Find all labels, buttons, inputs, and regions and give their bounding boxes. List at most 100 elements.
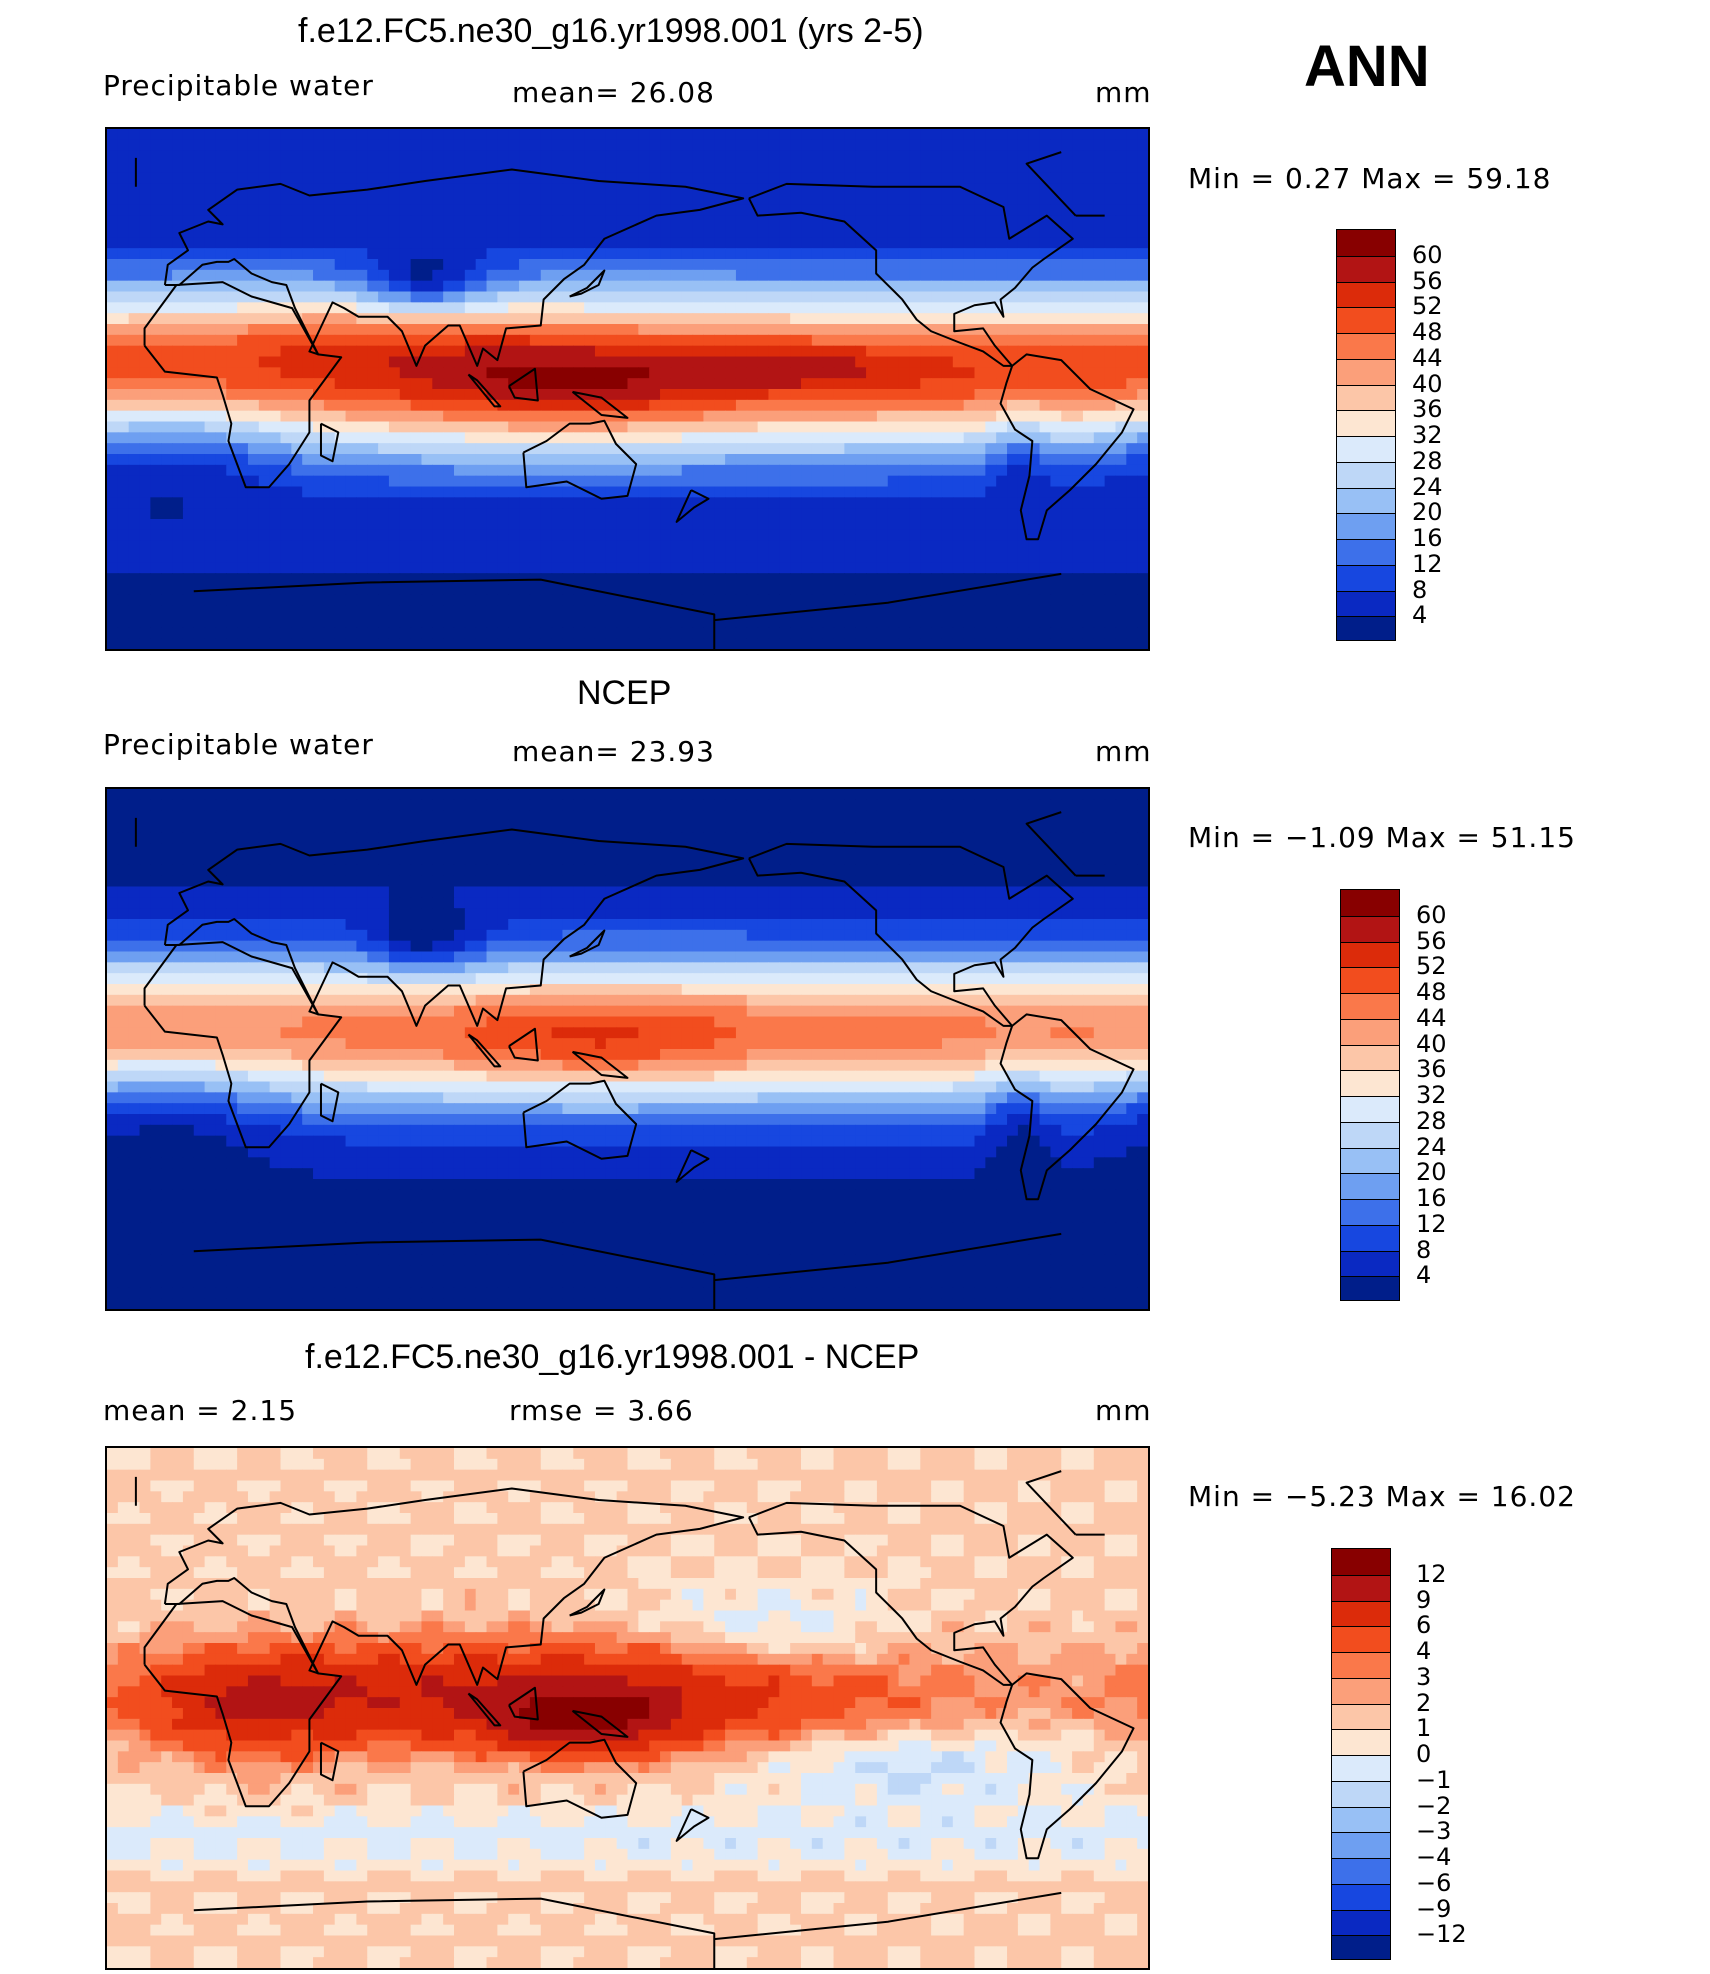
map-cell bbox=[866, 799, 878, 812]
map-cell bbox=[193, 139, 206, 152]
map-cell bbox=[790, 799, 802, 812]
map-cell bbox=[150, 529, 162, 542]
map-cell bbox=[215, 497, 227, 509]
map-cell bbox=[941, 129, 954, 141]
map-cell bbox=[421, 540, 433, 553]
map-cell bbox=[779, 389, 791, 401]
map-cell bbox=[172, 259, 184, 271]
map-cell bbox=[692, 334, 705, 347]
map-cell bbox=[952, 594, 965, 607]
map-cell bbox=[334, 627, 347, 639]
map-cell bbox=[920, 248, 932, 260]
map-cell bbox=[551, 313, 564, 325]
map-cell bbox=[1072, 204, 1084, 217]
map-cell bbox=[605, 226, 618, 238]
map-cell bbox=[443, 378, 455, 390]
map-cell bbox=[605, 605, 618, 618]
map-cell bbox=[1115, 443, 1127, 455]
map-cell bbox=[345, 443, 358, 455]
map-cell bbox=[475, 194, 488, 206]
map-cell bbox=[1017, 562, 1030, 574]
map-cell bbox=[453, 259, 466, 271]
map-cell bbox=[952, 789, 965, 801]
map-cell bbox=[833, 367, 845, 379]
map-cell bbox=[605, 378, 618, 390]
map-cell bbox=[519, 584, 531, 596]
map-cell bbox=[226, 269, 238, 282]
map-cell bbox=[920, 616, 932, 628]
map-cell bbox=[909, 638, 921, 649]
map-cell bbox=[996, 367, 1008, 379]
map-cell bbox=[475, 161, 488, 173]
map-cell bbox=[768, 248, 780, 260]
map-cell bbox=[941, 464, 954, 477]
map-cell bbox=[941, 529, 954, 542]
map-cell bbox=[464, 367, 477, 379]
map-cell bbox=[627, 172, 639, 184]
map-cell bbox=[909, 508, 921, 520]
map-cell bbox=[670, 464, 683, 477]
map-cell bbox=[237, 616, 249, 628]
map-cell bbox=[562, 378, 574, 390]
map-cell bbox=[855, 638, 867, 649]
map-cell bbox=[313, 194, 325, 206]
map-cell bbox=[388, 486, 401, 498]
map-cell bbox=[128, 248, 141, 260]
map-cell bbox=[768, 399, 780, 412]
map-cell bbox=[638, 821, 650, 833]
map-cell bbox=[378, 161, 390, 173]
map-cell bbox=[822, 204, 835, 217]
map-cell bbox=[117, 291, 130, 303]
map-cell bbox=[497, 410, 509, 423]
map-cell bbox=[486, 399, 498, 412]
map-cell bbox=[855, 529, 867, 542]
map-cell bbox=[443, 454, 455, 466]
map-cell bbox=[562, 443, 574, 455]
map-cell bbox=[291, 356, 303, 368]
map-cell bbox=[562, 584, 574, 596]
map-cell bbox=[497, 389, 509, 401]
map-cell bbox=[421, 237, 433, 249]
map-cell bbox=[790, 248, 802, 260]
map-cell bbox=[399, 627, 412, 639]
map-cell bbox=[627, 291, 639, 303]
map-cell bbox=[529, 161, 542, 173]
map-cell bbox=[345, 562, 358, 574]
map-cell bbox=[887, 616, 900, 628]
map-cell bbox=[996, 259, 1008, 271]
map-cell bbox=[822, 215, 835, 228]
map-cell bbox=[258, 508, 271, 520]
map-cell bbox=[150, 237, 162, 249]
map-cell bbox=[139, 508, 151, 520]
map-cell bbox=[996, 345, 1008, 358]
map-cell bbox=[280, 616, 292, 628]
map-cell bbox=[703, 399, 715, 412]
map-cell bbox=[855, 302, 867, 314]
map-cell bbox=[822, 367, 835, 379]
map-cell bbox=[1061, 172, 1073, 184]
map-cell bbox=[172, 562, 184, 574]
map-cell bbox=[269, 269, 282, 282]
map-cell bbox=[161, 497, 173, 509]
map-cell bbox=[519, 259, 531, 271]
map-cell bbox=[931, 410, 943, 423]
map-cell bbox=[801, 248, 813, 260]
map-cell bbox=[963, 594, 976, 607]
map-cell bbox=[356, 334, 368, 347]
map-cell bbox=[182, 183, 195, 195]
map-cell bbox=[258, 821, 271, 833]
map-cell bbox=[768, 799, 780, 812]
map-cell bbox=[952, 443, 965, 455]
map-cell bbox=[280, 443, 292, 455]
map-cell bbox=[725, 594, 737, 607]
map-cell bbox=[692, 519, 705, 531]
map-cell bbox=[540, 313, 553, 325]
map-cell bbox=[562, 810, 574, 823]
map-cell bbox=[475, 356, 488, 368]
map-cell bbox=[985, 399, 997, 412]
map-cell bbox=[334, 789, 347, 801]
map-cell bbox=[1082, 129, 1095, 141]
map-cell bbox=[768, 821, 780, 833]
map-cell bbox=[1039, 194, 1052, 206]
map-cell bbox=[703, 508, 715, 520]
